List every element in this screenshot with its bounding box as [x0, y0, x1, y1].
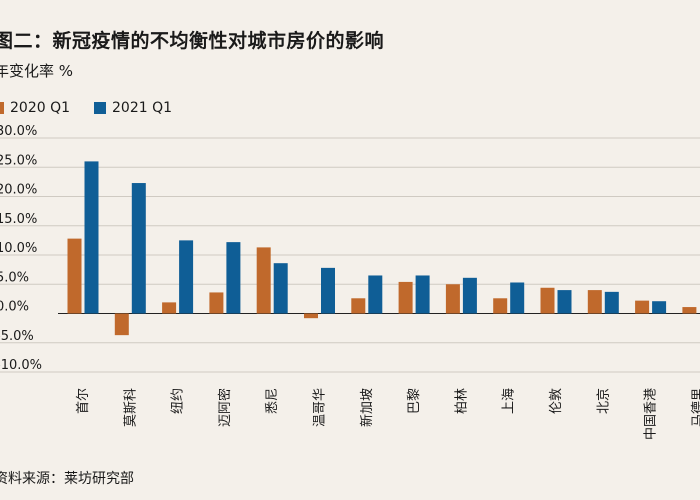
bar-2020-4	[256, 247, 271, 314]
bar-2021-10	[557, 290, 572, 314]
legend-label-2020: 2020 Q1	[10, 100, 71, 116]
y-tick-label: 5.0%	[0, 270, 29, 285]
y-tick-label: 20.0%	[0, 183, 37, 198]
x-tick-label: 首尔	[76, 388, 91, 414]
y-tick-label: 25.0%	[0, 153, 37, 168]
y-tick-label: -5.0%	[0, 329, 34, 344]
bar-2020-3	[209, 292, 224, 314]
bar-2020-13	[682, 307, 697, 314]
x-tick-label: 纽约	[171, 388, 186, 414]
y-tick-label: 0.0%	[0, 300, 29, 315]
y-tick-label: 15.0%	[0, 212, 37, 227]
bar-2020-6	[351, 298, 366, 314]
x-tick-label: 中国香港	[644, 388, 659, 440]
x-tick-label: 温哥华	[313, 388, 328, 427]
bar-2021-7	[415, 275, 430, 314]
x-tick-label: 迈阿密	[217, 388, 233, 427]
bar-2021-8	[462, 277, 477, 314]
source-note: 资料来源：莱坊研究部	[0, 471, 134, 487]
bar-2020-5	[304, 313, 318, 319]
legend-item-2021: 2021 Q1	[94, 100, 172, 116]
bar-2020-2	[162, 302, 177, 314]
y-tick-label: -10.0%	[0, 358, 42, 373]
x-tick-label: 北京	[596, 388, 611, 414]
x-tick-label: 悉尼	[265, 388, 280, 414]
legend-swatch-2020	[0, 102, 4, 114]
x-tick-label: 新加坡	[359, 388, 375, 427]
bar-2020-10	[540, 287, 555, 314]
bar-2021-4	[273, 263, 288, 314]
bar-2020-7	[398, 281, 413, 314]
legend-item-2020: 2020 Q1	[0, 100, 70, 116]
x-tick-label: 柏林	[454, 388, 469, 414]
bar-2021-1	[131, 183, 146, 314]
x-tick-label: 上海	[502, 388, 517, 414]
bar-2021-2	[179, 240, 194, 314]
bar-2020-12	[635, 300, 650, 314]
bar-2020-9	[493, 298, 508, 314]
bar-2020-11	[587, 290, 602, 314]
y-tick-label: 30.0%	[0, 124, 37, 139]
bar-2021-9	[510, 282, 525, 314]
legend: 2020 Q1 2021 Q1	[0, 100, 196, 116]
bar-2021-11	[604, 291, 619, 314]
chart-title: 图二：新冠疫情的不均衡性对城市房价的影响	[0, 30, 385, 52]
legend-swatch-2021	[94, 102, 107, 114]
bar-2021-6	[368, 275, 383, 314]
bar-2021-0	[84, 161, 99, 314]
bar-2021-5	[321, 267, 335, 314]
bar-2020-1	[114, 313, 129, 336]
x-tick-label: 巴黎	[407, 388, 422, 414]
x-tick-label: 莫斯科	[123, 388, 138, 427]
bar-2021-3	[226, 242, 241, 314]
y-tick-label: 10.0%	[0, 241, 37, 256]
x-tick-label: 伦敦	[548, 388, 564, 414]
x-tick-label: 马德里	[691, 388, 700, 427]
y-axis-label: 年变化率 %	[0, 62, 74, 80]
bar-2021-12	[652, 301, 667, 314]
legend-label-2021: 2021 Q1	[112, 100, 173, 116]
bar-2020-8	[445, 284, 460, 314]
bar-2020-0	[67, 238, 82, 314]
